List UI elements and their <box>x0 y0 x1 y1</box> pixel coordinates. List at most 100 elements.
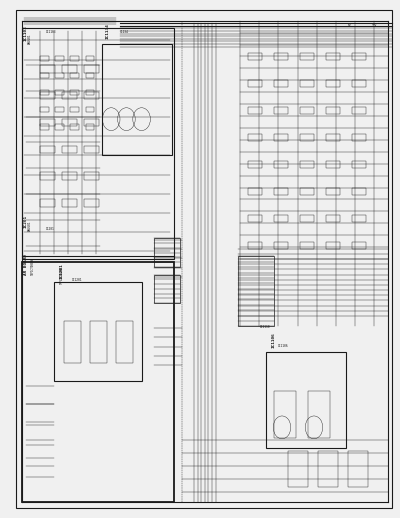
Bar <box>90 321 107 363</box>
Bar <box>326 215 340 222</box>
Bar <box>266 352 346 448</box>
Text: IC1106: IC1106 <box>278 344 288 348</box>
Bar <box>248 161 262 168</box>
Text: IC201: IC201 <box>46 226 55 231</box>
Bar <box>326 242 340 249</box>
Text: IC1201: IC1201 <box>72 278 82 282</box>
Bar <box>248 242 262 249</box>
Bar <box>288 451 308 487</box>
Bar <box>40 124 49 130</box>
Bar <box>352 188 366 195</box>
Text: IC201: IC201 <box>24 215 28 228</box>
Bar <box>326 80 340 87</box>
Text: 5V: 5V <box>348 24 352 28</box>
Bar <box>54 282 142 381</box>
Bar <box>116 321 133 363</box>
Bar <box>300 188 314 195</box>
Text: IC1201: IC1201 <box>60 263 64 279</box>
Bar <box>86 73 94 78</box>
Bar <box>55 56 64 61</box>
Text: AN5601: AN5601 <box>28 220 32 231</box>
Text: TMP47C000AK: TMP47C000AK <box>60 266 64 284</box>
Bar <box>308 391 330 438</box>
Bar <box>154 275 180 303</box>
Bar <box>352 134 366 141</box>
Bar <box>238 256 274 326</box>
Bar <box>274 391 296 438</box>
Text: IC1106: IC1106 <box>272 333 276 348</box>
Bar <box>40 199 55 207</box>
Bar <box>62 65 77 73</box>
Bar <box>326 134 340 141</box>
Bar <box>70 73 79 78</box>
Bar <box>62 199 77 207</box>
Bar <box>352 242 366 249</box>
Bar <box>300 53 314 60</box>
Bar <box>352 215 366 222</box>
Bar <box>274 215 288 222</box>
Bar <box>352 53 366 60</box>
Bar <box>274 161 288 168</box>
Bar <box>274 242 288 249</box>
Text: IC1110: IC1110 <box>260 325 270 329</box>
Bar <box>274 80 288 87</box>
Bar <box>352 107 366 114</box>
Bar <box>40 146 55 153</box>
Text: AN5601: AN5601 <box>28 34 32 44</box>
Bar <box>326 107 340 114</box>
Bar <box>70 107 79 112</box>
Bar <box>84 146 99 153</box>
Bar <box>154 238 180 267</box>
Bar <box>40 92 55 99</box>
Bar <box>352 80 366 87</box>
Bar <box>248 107 262 114</box>
Bar <box>300 242 314 249</box>
Bar <box>40 172 55 180</box>
Bar <box>248 53 262 60</box>
Bar <box>300 107 314 114</box>
Text: IC1134: IC1134 <box>106 23 110 39</box>
Bar <box>84 119 99 126</box>
Bar <box>86 90 94 95</box>
Bar <box>40 90 49 95</box>
Bar <box>84 65 99 73</box>
Bar <box>318 451 338 487</box>
Bar <box>274 53 288 60</box>
Bar <box>326 53 340 60</box>
Bar <box>86 56 94 61</box>
Bar <box>352 161 366 168</box>
Bar <box>248 188 262 195</box>
Bar <box>86 107 94 112</box>
Bar <box>62 119 77 126</box>
Bar <box>40 73 49 78</box>
Text: TNP1CT000AK: TNP1CT000AK <box>31 256 35 275</box>
Bar <box>22 262 174 502</box>
Bar <box>55 124 64 130</box>
Bar <box>248 215 262 222</box>
Text: 12V: 12V <box>372 24 377 28</box>
Bar <box>300 80 314 87</box>
Bar <box>102 44 172 155</box>
Bar <box>62 172 77 180</box>
Bar <box>62 146 77 153</box>
Text: C1134: C1134 <box>120 30 129 34</box>
Bar <box>326 188 340 195</box>
Bar <box>274 188 288 195</box>
Bar <box>40 65 55 73</box>
Bar <box>84 92 99 99</box>
Bar <box>84 199 99 207</box>
Bar <box>62 92 77 99</box>
Bar <box>70 124 79 130</box>
Bar <box>40 119 55 126</box>
Bar <box>55 73 64 78</box>
Bar <box>84 172 99 180</box>
Bar <box>274 107 288 114</box>
Text: IC1103: IC1103 <box>24 26 28 41</box>
Bar <box>40 56 49 61</box>
Text: AR BOARD: AR BOARD <box>24 253 28 275</box>
Bar <box>40 107 49 112</box>
Bar <box>326 161 340 168</box>
Bar <box>300 161 314 168</box>
Bar <box>300 215 314 222</box>
Bar <box>86 124 94 130</box>
